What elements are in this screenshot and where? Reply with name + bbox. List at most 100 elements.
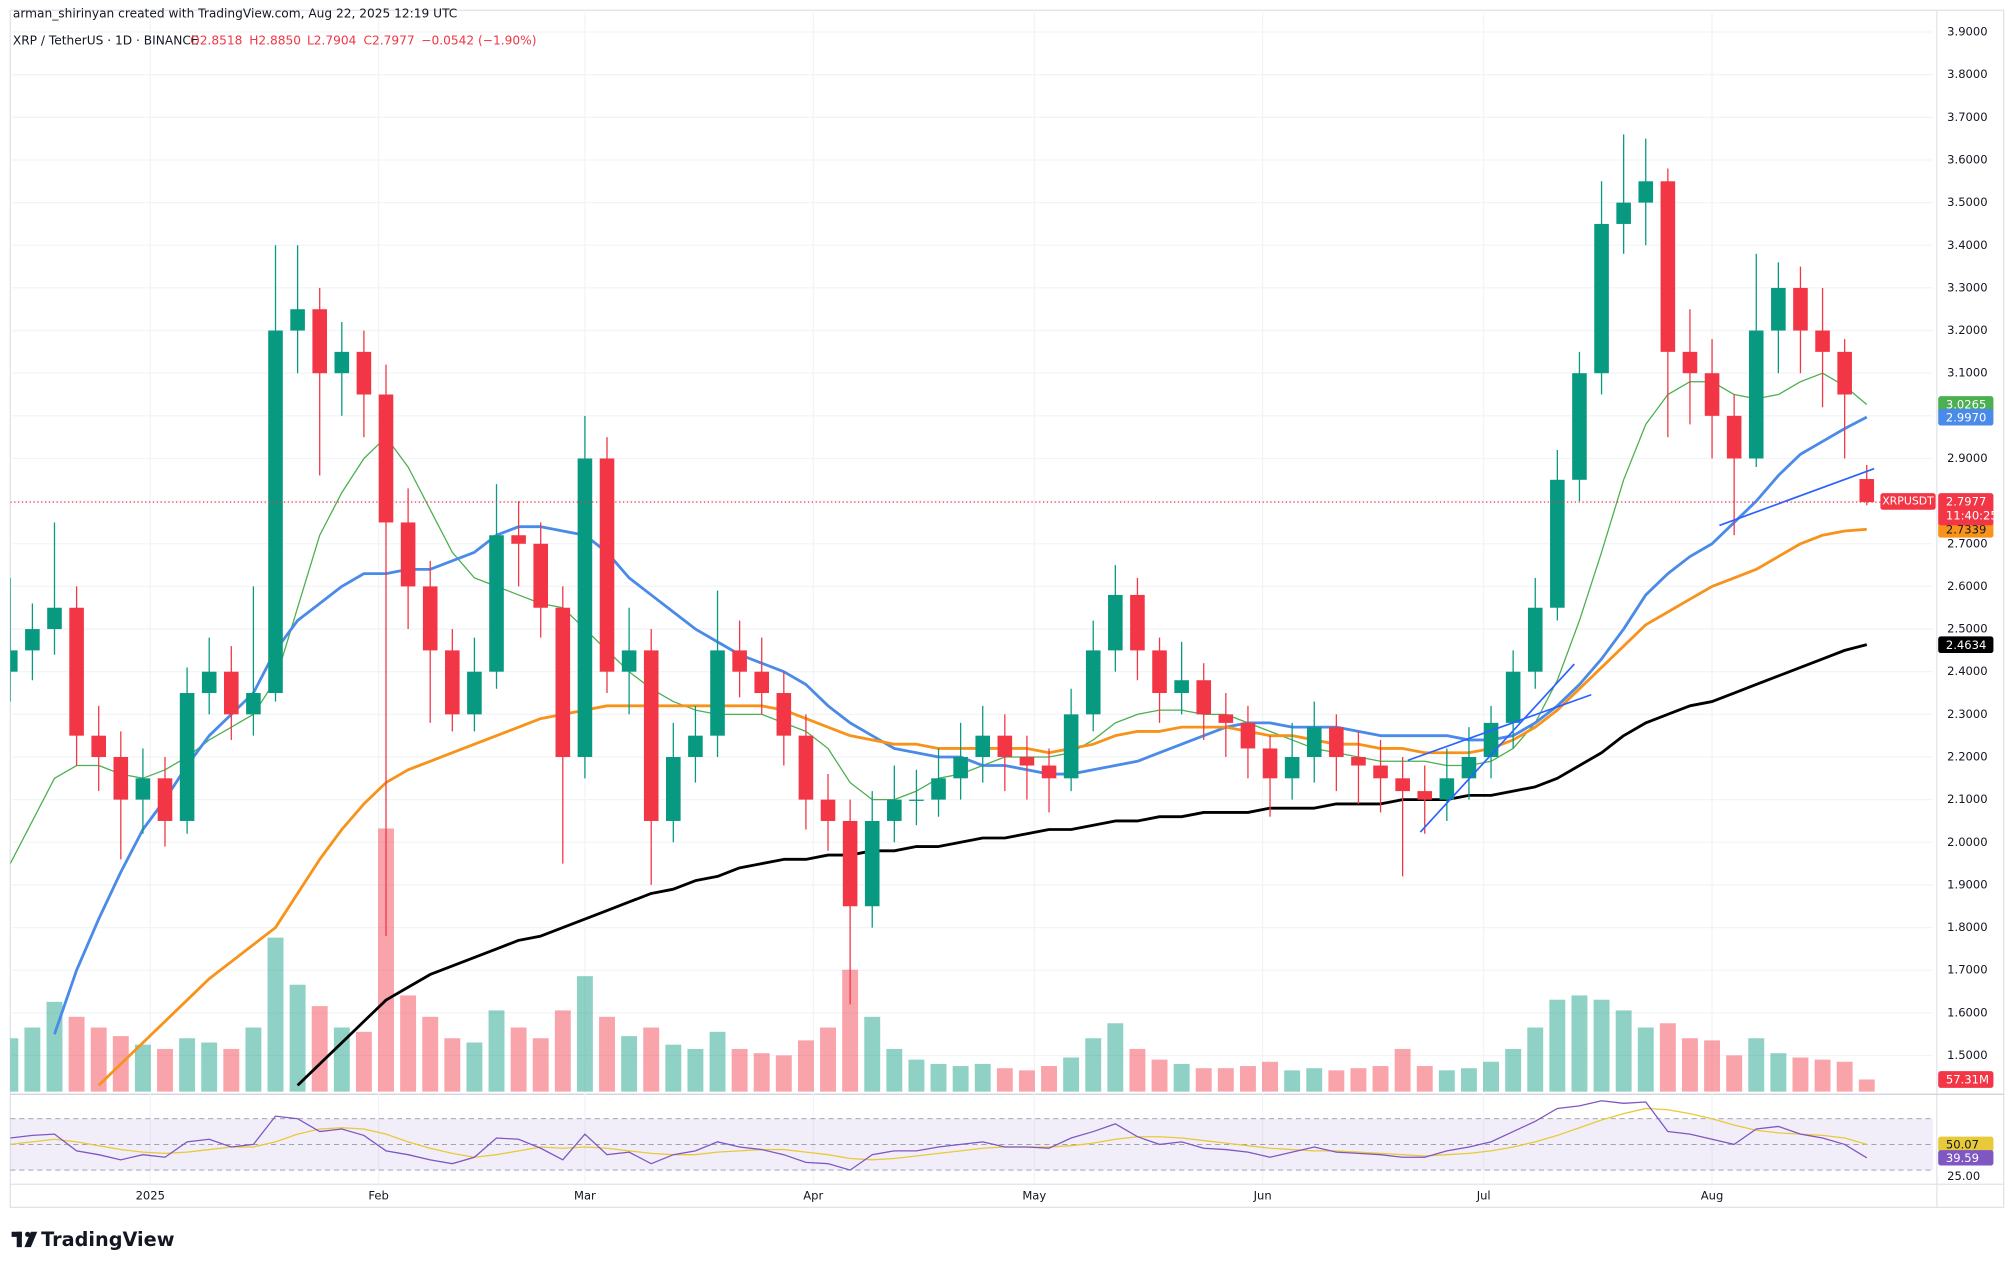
candle-body xyxy=(997,735,1013,757)
candle-body xyxy=(246,693,261,715)
volume-bar xyxy=(1814,1059,1831,1092)
price-tag xyxy=(1938,493,1994,526)
candle-body xyxy=(511,535,526,544)
y-tick-label: 2.4000 xyxy=(1947,664,1987,678)
candle-body xyxy=(555,607,571,757)
volume-bar xyxy=(1416,1066,1433,1092)
rsi-tick-label: 25.00 xyxy=(1947,1169,1980,1183)
volume-bar xyxy=(134,1044,151,1092)
volume-bar xyxy=(488,1010,505,1092)
volume-bar xyxy=(24,1027,41,1092)
volume-bar xyxy=(245,1027,262,1092)
rsi-line xyxy=(10,1100,1868,1171)
candle-body xyxy=(179,693,195,821)
volume-bar xyxy=(1615,1010,1632,1092)
candle-body xyxy=(1660,181,1676,352)
candle-body xyxy=(356,351,372,395)
volume-bar xyxy=(1328,1070,1345,1092)
volume-bar xyxy=(1792,1057,1809,1092)
volume-bar xyxy=(400,995,417,1092)
candle-body xyxy=(290,309,305,331)
candle-body xyxy=(1108,594,1123,651)
volume-bar xyxy=(864,1016,881,1092)
volume-bar xyxy=(1748,1038,1765,1092)
candle-body xyxy=(1174,680,1189,694)
logo-text: TradingView xyxy=(41,1228,175,1251)
candle-body xyxy=(1859,479,1875,503)
volume-bar xyxy=(1217,1068,1234,1092)
candle-body xyxy=(820,799,836,821)
volume-bar xyxy=(1018,1070,1035,1092)
rsi-tag-label: 39.59 xyxy=(1946,1151,1979,1165)
candle-body xyxy=(400,522,416,587)
y-tick-label: 3.5000 xyxy=(1947,195,1987,209)
volume-bar xyxy=(1637,1027,1654,1092)
volume-bar xyxy=(1041,1066,1057,1092)
y-tick-label: 3.1000 xyxy=(1947,366,1987,380)
symbol-tag xyxy=(1880,493,1936,510)
y-tick-label: 1.5000 xyxy=(1947,1048,1987,1062)
y-tick-label: 2.0000 xyxy=(1947,835,1987,849)
volume-bar xyxy=(1770,1053,1787,1092)
y-tick-label: 2.3000 xyxy=(1947,707,1987,721)
volume-bar xyxy=(731,1048,748,1092)
candle-body xyxy=(732,650,747,672)
volume-bar xyxy=(1483,1061,1500,1092)
volume-bar xyxy=(1659,1023,1676,1092)
candle-body xyxy=(864,820,880,907)
volume-bar xyxy=(1704,1040,1721,1092)
ohlc-open: O2.8518 xyxy=(190,34,242,48)
volume-bar xyxy=(1350,1068,1367,1092)
trendline xyxy=(1419,663,1575,833)
candle-body xyxy=(69,607,84,736)
volume-bar xyxy=(1306,1068,1323,1092)
candle-body xyxy=(1793,287,1808,331)
volume-bar xyxy=(1372,1066,1389,1092)
candle-body xyxy=(1550,479,1565,608)
candle-body xyxy=(1837,351,1852,395)
rsi-pane xyxy=(10,1100,1934,1171)
volume-bar xyxy=(1262,1061,1278,1092)
candle-body xyxy=(1152,650,1167,694)
candle-body xyxy=(1748,330,1764,459)
candle-body xyxy=(1395,778,1410,792)
y-tick-label: 3.2000 xyxy=(1947,323,1987,337)
volume-bar xyxy=(820,1027,836,1092)
volume-bar xyxy=(1505,1048,1522,1092)
trendline xyxy=(1719,467,1875,527)
y-tick-label: 2.6000 xyxy=(1947,579,1987,593)
candle-body xyxy=(643,650,659,821)
volume-bar xyxy=(1239,1066,1256,1092)
volume-bar xyxy=(1284,1070,1301,1092)
logo-dot xyxy=(25,1231,31,1237)
volume-bar xyxy=(576,976,593,1092)
candle-body xyxy=(467,671,482,715)
y-tick-label: 2.2000 xyxy=(1947,749,1987,763)
candle-body xyxy=(1306,727,1322,757)
candle-body xyxy=(1572,373,1587,480)
volume-bar xyxy=(1549,999,1566,1092)
ohlc-low: L2.7904 xyxy=(307,34,357,48)
change: −0.0542 (−1.90%) xyxy=(421,34,536,48)
x-tick-label: Apr xyxy=(803,1188,823,1202)
volume-tag xyxy=(1938,1071,1994,1088)
volume-bar xyxy=(1527,1027,1544,1092)
volume-bar xyxy=(753,1053,770,1092)
y-tick-label: 2.1000 xyxy=(1947,792,1987,806)
candle-body xyxy=(1373,765,1388,779)
volume-bar xyxy=(1129,1048,1146,1092)
candle-body xyxy=(1196,680,1212,715)
y-tick-label: 1.6000 xyxy=(1947,1005,1987,1019)
candle-body xyxy=(422,586,438,651)
candle-body xyxy=(533,543,549,608)
volume-bar xyxy=(267,937,284,1092)
x-tick-label: May xyxy=(1022,1188,1046,1202)
ma-tag xyxy=(1938,396,1994,413)
volume-bar xyxy=(643,1027,660,1092)
volume-bar xyxy=(10,1038,19,1092)
candle-body xyxy=(224,671,239,715)
x-tick-label: Aug xyxy=(1701,1188,1724,1202)
candle-body xyxy=(157,778,173,821)
volume-bar xyxy=(1438,1070,1455,1092)
